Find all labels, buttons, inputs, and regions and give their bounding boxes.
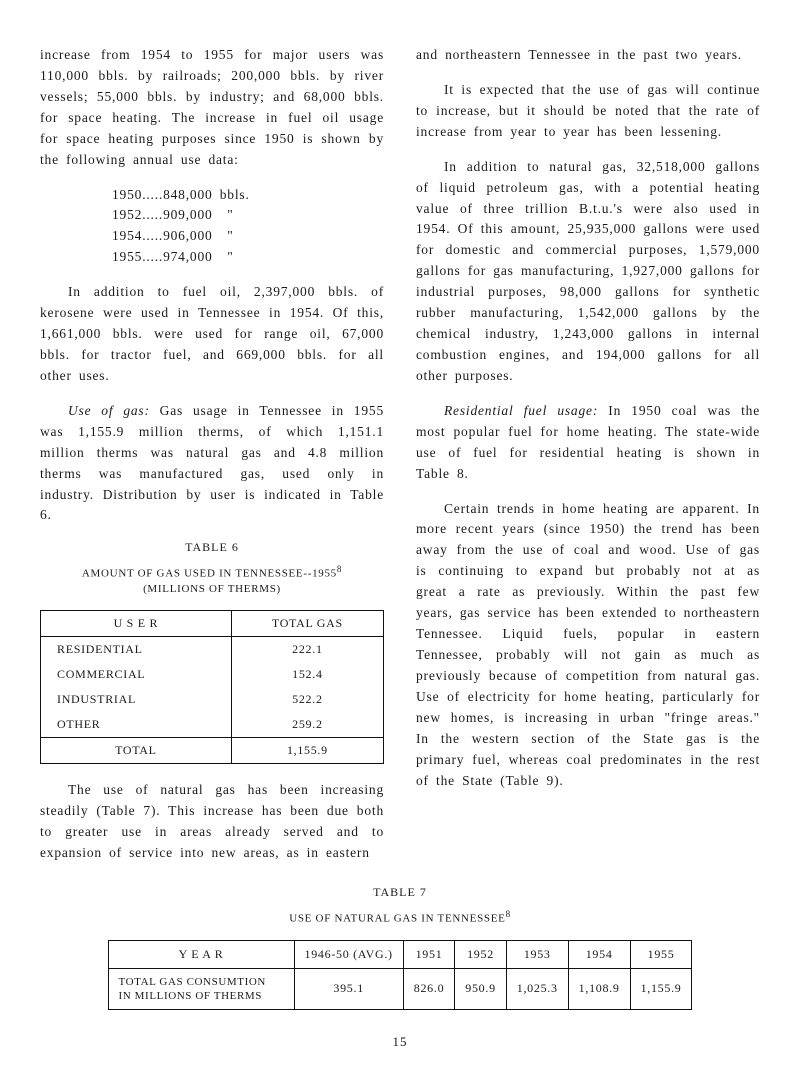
left-para-2: In addition to fuel oil, 2,397,000 bbls.…	[40, 282, 384, 387]
table-7-header: 1955	[630, 940, 692, 968]
year-row: 1954.....906,000 "	[112, 226, 384, 247]
table-7-header: 1954	[568, 940, 630, 968]
left-para-1: increase from 1954 to 1955 for major use…	[40, 45, 384, 171]
table-7-header: 1952	[455, 940, 507, 968]
table-6-cell: 222.1	[231, 636, 383, 662]
table-6-cell: 522.2	[231, 687, 383, 712]
right-para-3: In addition to natural gas, 32,518,000 g…	[416, 157, 760, 387]
table-7-header: 1951	[403, 940, 455, 968]
table-7-cell: 950.9	[455, 968, 507, 1010]
right-column: and northeastern Tennessee in the past t…	[416, 45, 760, 877]
year-row: 1950.....848,000 bbls.	[112, 185, 384, 206]
right-para-1: and northeastern Tennessee in the past t…	[416, 45, 760, 66]
left-para-3: Use of gas: Gas usage in Tennessee in 19…	[40, 401, 384, 527]
table-6-header-total: TOTAL GAS	[231, 610, 383, 636]
table-6-total-label: TOTAL	[41, 737, 232, 763]
table-7-cell: 1,108.9	[568, 968, 630, 1010]
left-para-4: The use of natural gas has been increasi…	[40, 780, 384, 864]
year-row: 1955.....974,000 "	[112, 247, 384, 268]
table-7-cell: 1,155.9	[630, 968, 692, 1010]
table-6-total-value: 1,155.9	[231, 737, 383, 763]
table-6-cell: COMMERCIAL	[41, 662, 232, 687]
right-para-5: Certain trends in home heating are appar…	[416, 499, 760, 792]
table-6-cell: RESIDENTIAL	[41, 636, 232, 662]
table-7-cell: 1,025.3	[506, 968, 568, 1010]
table-6-cell: 259.2	[231, 712, 383, 738]
table-6: U S E R TOTAL GAS RESIDENTIAL 222.1 COMM…	[40, 610, 384, 764]
table-7-cell: 395.1	[294, 968, 403, 1010]
table-7-cell: 826.0	[403, 968, 455, 1010]
residential-fuel-heading: Residential fuel usage:	[444, 403, 598, 418]
table-6-caption: TABLE 6	[40, 540, 384, 555]
table-6-header-user: U S E R	[41, 610, 232, 636]
table-7-header: Y E A R	[108, 940, 294, 968]
table-7-row-label: TOTAL GAS CONSUMTION IN MILLIONS OF THER…	[108, 968, 294, 1010]
table-6-subtitle: AMOUNT OF GAS USED IN TENNESSEE--19558 (…	[40, 563, 384, 597]
table-6-cell: INDUSTRIAL	[41, 687, 232, 712]
two-column-layout: increase from 1954 to 1955 for major use…	[40, 45, 760, 877]
table-7-header: 1953	[506, 940, 568, 968]
year-row: 1952.....909,000 "	[112, 205, 384, 226]
right-para-2: It is expected that the use of gas will …	[416, 80, 760, 143]
use-of-gas-heading: Use of gas:	[68, 403, 150, 418]
table-7: Y E A R 1946-50 (AVG.) 1951 1952 1953 19…	[108, 940, 693, 1011]
table-7-subtitle: USE OF NATURAL GAS IN TENNESSEE8	[40, 908, 760, 927]
table-6-cell: OTHER	[41, 712, 232, 738]
page-number: 15	[40, 1034, 760, 1050]
table-6-cell: 152.4	[231, 662, 383, 687]
year-usage-block: 1950.....848,000 bbls. 1952.....909,000 …	[112, 185, 384, 269]
right-para-4: Residential fuel usage: In 1950 coal was…	[416, 401, 760, 485]
table-7-caption: TABLE 7	[40, 885, 760, 900]
left-column: increase from 1954 to 1955 for major use…	[40, 45, 384, 877]
table-7-header: 1946-50 (AVG.)	[294, 940, 403, 968]
